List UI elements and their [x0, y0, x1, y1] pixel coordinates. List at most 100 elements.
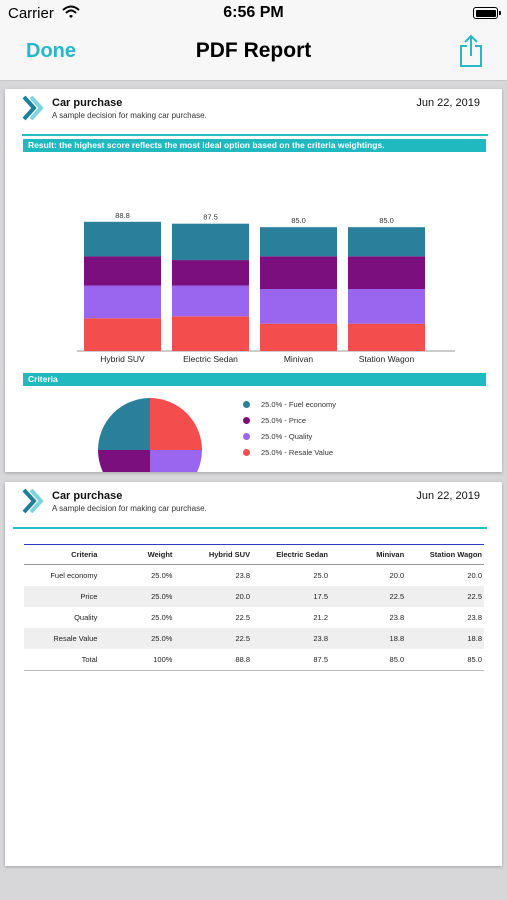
legend-label: 25.0% - Quality [261, 432, 313, 441]
wifi-icon [62, 5, 80, 24]
table-header-cell: Criteria [24, 544, 100, 565]
table-cell: Fuel economy [50, 571, 98, 580]
report-header: Car purchase A sample decision for makin… [5, 482, 502, 522]
legend-label: 25.0% - Fuel economy [261, 400, 337, 409]
legend-label: 25.0% - Price [261, 416, 307, 425]
table-cell: 23.8 [252, 628, 330, 649]
table-cell: 85.0 [330, 649, 407, 671]
table-cell: 25.0% [151, 613, 173, 622]
table-cell: 23.8 [389, 613, 405, 622]
bar-segment-quality [348, 289, 425, 324]
table-cell: 18.8 [406, 628, 484, 649]
table-cell: Resale Value [24, 628, 100, 649]
table-row: Fuel economy 25.0% 23.8 25.0 20.0 20.0 [24, 565, 484, 587]
category-label: Hybrid SUV [100, 354, 145, 364]
bar-segment-fuel-economy [348, 227, 425, 257]
pie-slice-price [98, 450, 150, 472]
table-header-cell: Station Wagon [406, 544, 484, 565]
logo-icon [22, 95, 44, 126]
table-cell: 20.0 [389, 571, 405, 580]
bar-total-label: 87.5 [203, 213, 218, 222]
report-title: Car purchase [52, 490, 123, 502]
bar-segment-quality [172, 285, 249, 317]
table-cell: 88.8 [174, 649, 253, 671]
table-cell: 17.5 [252, 586, 330, 607]
nav-bar: Done PDF Report [0, 28, 507, 81]
bar-segment-fuel-economy [84, 221, 161, 257]
table-header-cell: Weight [99, 544, 175, 565]
done-button[interactable]: Done [26, 40, 76, 62]
bar-segment-resale-value [172, 316, 249, 351]
report-date: Jun 22, 2019 [416, 490, 480, 502]
criteria-table: Criteria Weight Hybrid SUV Electric Sedan Mi… [24, 544, 484, 671]
bar-total-label: 85.0 [379, 216, 394, 225]
table-cell: 23.8 [467, 613, 482, 622]
table-cell: 20.0 [467, 571, 482, 580]
status-bar: Carrier 6:56 PM [0, 0, 507, 28]
carrier-label: Carrier [8, 5, 54, 22]
table-cell: Quality [74, 613, 98, 622]
report-page-2[interactable]: Car purchase A sample decision for makin… [5, 482, 502, 866]
pie-slice-resale-value [150, 398, 202, 450]
table-row: Price 25.0% 20.0 17.5 22.5 22.5 [24, 586, 484, 607]
table-cell: 87.5 [252, 649, 330, 671]
bar-segment-fuel-economy [260, 227, 337, 257]
category-label: Minivan [284, 354, 314, 364]
status-time: 6:56 PM [223, 4, 284, 21]
table-cell: 100% [99, 649, 175, 671]
report-title: Car purchase [52, 97, 123, 109]
table-cell: 20.0 [174, 586, 253, 607]
bar-total-label: 88.8 [115, 211, 130, 220]
bar-segment-price [348, 256, 425, 290]
table-header-cell: Hybrid SUV [174, 544, 253, 565]
table-cell: 22.5 [235, 613, 251, 622]
bar-segment-resale-value [348, 323, 425, 351]
table-cell: 25.0% [99, 628, 175, 649]
table-cell: 22.5 [406, 586, 484, 607]
table-cell: 18.8 [330, 628, 407, 649]
report-page-1[interactable]: Car purchase A sample decision for makin… [5, 89, 502, 472]
table-cell: 21.2 [313, 613, 328, 622]
report-date: Jun 22, 2019 [416, 97, 480, 109]
table-row: Total 100% 88.8 87.5 85.0 85.0 [24, 649, 484, 671]
bar-segment-resale-value [84, 318, 161, 351]
logo-icon [22, 488, 44, 519]
bar-segment-quality [84, 285, 161, 319]
table-row: Resale Value 25.0% 22.5 23.8 18.8 18.8 [24, 628, 484, 649]
page-title: PDF Report [195, 39, 312, 62]
table-cell: Price [24, 586, 100, 607]
legend-label: 25.0% - Resale Value [261, 448, 333, 457]
table-cell: 25.0% [99, 586, 175, 607]
battery-icon [473, 7, 501, 19]
table-row: Quality 25.0% 22.5 21.2 23.8 23.8 [24, 607, 484, 628]
legend-swatch [243, 449, 250, 456]
legend-swatch [243, 401, 250, 408]
criteria-banner: Criteria [23, 373, 486, 386]
table-cell: 25.0% [151, 571, 173, 580]
bar-total-label: 85.0 [291, 216, 306, 225]
bar-segment-resale-value [260, 323, 337, 351]
table-cell: 25.0 [313, 571, 328, 580]
pie-slice-fuel-economy [98, 398, 150, 450]
stacked-bar-chart: 88.8 Hybrid SUV 87.5 Electric Sedan 85.0 Mini… [77, 211, 455, 364]
table-cell: 22.5 [174, 628, 253, 649]
table-cell: Total [24, 649, 100, 671]
bar-segment-price [260, 256, 337, 290]
result-banner: Result: the highest score reflects the m… [23, 139, 486, 152]
header-divider [13, 527, 487, 529]
bar-segment-fuel-economy [172, 223, 249, 261]
table-cell: 22.5 [330, 586, 407, 607]
report-subtitle: A sample decision for making car purchas… [52, 504, 207, 513]
table-header-cell: Electric Sedan [252, 544, 330, 565]
share-icon[interactable] [458, 34, 484, 73]
table-header-cell: Minivan [330, 544, 407, 565]
bar-segment-price [84, 256, 161, 286]
category-label: Electric Sedan [183, 354, 238, 364]
table-cell: 85.0 [406, 649, 484, 671]
bar-segment-price [172, 260, 249, 286]
criteria-pie-chart [98, 398, 202, 472]
header-divider [22, 134, 488, 136]
legend-swatch [243, 433, 250, 440]
bar-segment-quality [260, 289, 337, 324]
category-label: Station Wagon [359, 354, 415, 364]
